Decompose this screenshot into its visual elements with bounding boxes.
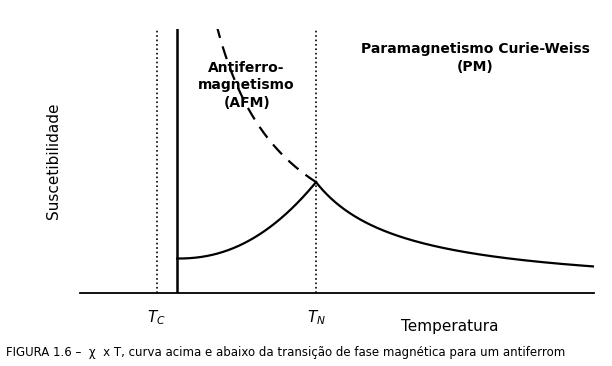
Text: Suscetibilidade: Suscetibilidade	[47, 103, 61, 219]
Text: Antiferro-
magnetismo
(AFM): Antiferro- magnetismo (AFM)	[198, 61, 295, 109]
Text: Temperatura: Temperatura	[401, 319, 498, 334]
Text: FIGURA 1.6 –  χ  x T, curva acima e abaixo da transição de fase magnética para u: FIGURA 1.6 – χ x T, curva acima e abaixo…	[6, 346, 565, 359]
Text: $T_N$: $T_N$	[307, 309, 326, 327]
Text: $T_C$: $T_C$	[147, 309, 166, 327]
Text: Paramagnetismo Curie-Weiss
(PM): Paramagnetismo Curie-Weiss (PM)	[361, 42, 590, 74]
